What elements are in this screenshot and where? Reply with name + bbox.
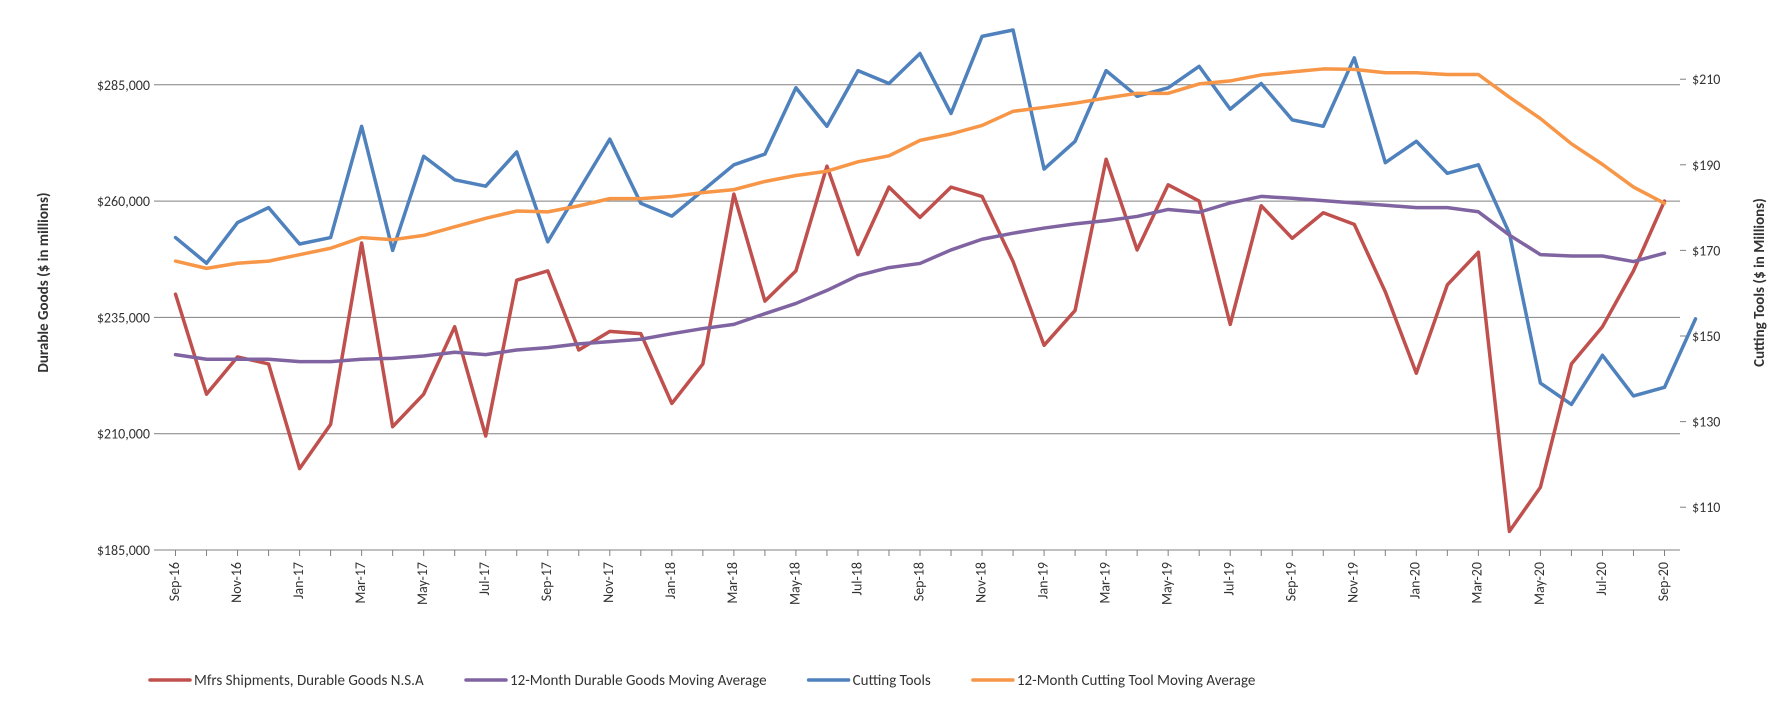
legend-label-mfrs_ma: 12-Month Durable Goods Moving Average (510, 672, 767, 690)
line-chart: $185,000 $210,000 $235,000 $260,000 $285,000… (0, 0, 1792, 705)
series-mfrs_ma (176, 196, 1665, 361)
y-right-tick-label: $130 (1692, 414, 1720, 431)
legend-label-cutting_ma: 12-Month Cutting Tool Moving Average (1017, 672, 1255, 690)
x-tick-label: Nov-17 (600, 562, 617, 603)
x-tick-label: May-17 (414, 562, 431, 605)
y-left-tick-label: $235,000 (97, 309, 150, 326)
x-tick-label: Jul-19 (1221, 562, 1238, 596)
y-left-tick-label: $285,000 (97, 77, 150, 94)
x-tick-label: Mar-20 (1469, 562, 1486, 604)
x-tick-label: Jul-17 (476, 562, 493, 596)
x-tick-label: Nov-18 (972, 562, 989, 603)
y-right-tick-label: $170 (1692, 242, 1720, 259)
x-tick-label: Sep-16 (166, 562, 183, 601)
y-left-axis-label: Durable Goods ($ in millions) (35, 192, 53, 372)
x-tick-label: Sep-17 (538, 562, 555, 601)
x-tick-label: May-20 (1531, 562, 1548, 605)
y-left-tick-label: $185,000 (97, 542, 150, 559)
x-tick-label: Jul-20 (1593, 562, 1610, 596)
x-tick-label: Jan-19 (1034, 562, 1051, 599)
x-tick-label: Jan-18 (662, 562, 679, 599)
y-left-tick-label: $260,000 (97, 193, 150, 210)
y-right-tick-label: $210 (1692, 71, 1720, 88)
x-tick-label: Mar-17 (352, 562, 369, 604)
x-tick-label: Nov-16 (228, 562, 245, 603)
x-tick-label: Sep-20 (1655, 562, 1672, 601)
series-mfrs (176, 159, 1665, 531)
x-tick-label: Jan-20 (1407, 562, 1424, 599)
y-right-tick-label: $190 (1692, 157, 1720, 174)
series-cutting (176, 30, 1696, 405)
x-tick-label: May-18 (786, 562, 803, 605)
y-right-tick-label: $150 (1692, 328, 1720, 345)
legend-label-mfrs: Mfrs Shipments, Durable Goods N.S.A (194, 672, 424, 690)
x-tick-label: Jul-18 (848, 562, 865, 596)
x-tick-label: Sep-19 (1283, 562, 1300, 601)
x-tick-label: May-19 (1159, 562, 1176, 605)
x-tick-label: Sep-18 (910, 562, 927, 601)
x-tick-label: Mar-18 (724, 562, 741, 604)
x-tick-label: Jan-17 (290, 562, 307, 599)
y-right-axis-label: Cutting Tools ($ in Millions) (1751, 198, 1769, 367)
x-tick-label: Mar-19 (1096, 562, 1113, 604)
y-left-tick-label: $210,000 (97, 426, 150, 443)
legend-label-cutting: Cutting Tools (853, 672, 931, 690)
y-right-tick-label: $110 (1692, 499, 1720, 516)
x-tick-label: Nov-19 (1345, 562, 1362, 603)
